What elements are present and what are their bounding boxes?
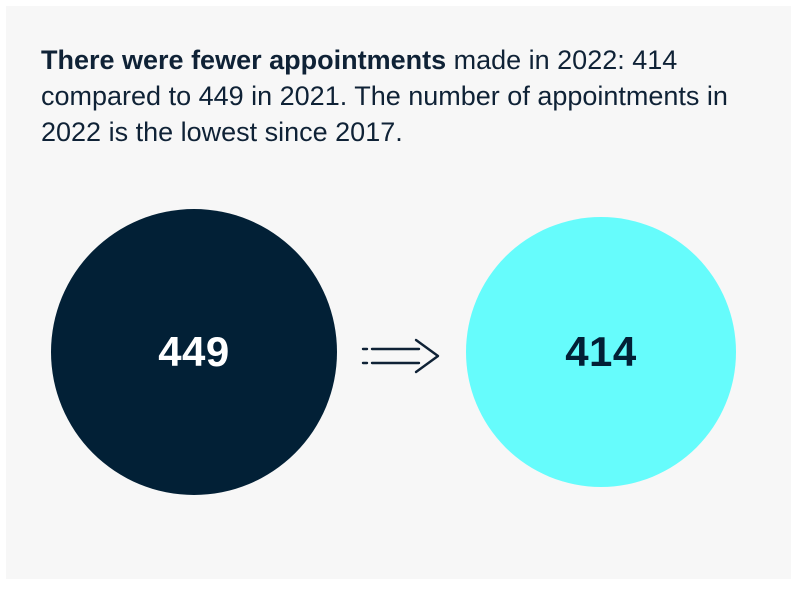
infographic-card: There were fewer appointments made in 20…: [6, 6, 791, 579]
headline-rest: made in 2022: 414 compared to 449 in 202…: [41, 45, 728, 147]
headline-bold: There were fewer appointments: [41, 45, 447, 75]
after-value-circle: 414: [466, 217, 736, 487]
before-value: 449: [158, 328, 230, 375]
dashed-right-arrow-icon: [361, 338, 440, 374]
after-value: 414: [565, 328, 637, 375]
headline-text: There were fewer appointments made in 20…: [41, 42, 761, 150]
before-value-circle: 449: [51, 209, 337, 495]
